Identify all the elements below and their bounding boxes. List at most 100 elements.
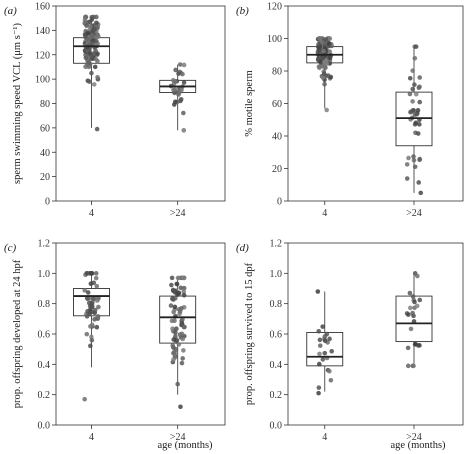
x-tick-label: 4 <box>89 208 94 219</box>
data-point <box>404 176 410 181</box>
data-point <box>324 107 329 113</box>
data-point <box>94 20 99 26</box>
data-point <box>315 289 321 294</box>
data-point <box>417 156 423 162</box>
x-tick-label: 4 <box>322 432 327 443</box>
data-point <box>316 361 322 367</box>
data-point <box>169 275 175 281</box>
panel-d: 0.0 0.2 0.4 0.6 0.8 1.0 1.2 4 >24 (d) prop. offspr… <box>236 239 464 443</box>
data-point <box>176 307 182 312</box>
data-point <box>84 314 90 319</box>
x-tick-label: >24 <box>406 208 422 219</box>
data-point <box>92 307 98 313</box>
data-point <box>407 290 413 296</box>
y-axis-label: sperm swimming speed VCL (μm s⁻¹) <box>12 22 23 184</box>
data-point <box>169 282 174 288</box>
data-point <box>410 294 416 299</box>
x-axis-label-left: age (months) <box>157 440 213 451</box>
data-point <box>173 347 179 352</box>
data-point <box>410 68 415 73</box>
data-point <box>320 56 325 61</box>
data-point <box>87 79 92 84</box>
data-point <box>82 396 87 402</box>
data-point <box>169 296 175 302</box>
data-point <box>181 80 187 85</box>
data-point <box>415 108 421 113</box>
data-point <box>316 390 321 396</box>
x-tick-label: >24 <box>170 432 186 443</box>
data-point <box>173 67 178 73</box>
data-point <box>178 275 184 281</box>
data-point <box>172 304 178 310</box>
y-tick-label: 160 <box>35 2 50 13</box>
data-point <box>180 356 185 361</box>
data-point <box>94 324 100 330</box>
y-tick-label: 0.4 <box>38 360 51 371</box>
data-point <box>414 303 420 309</box>
y-tick-label: 60 <box>272 99 282 110</box>
data-point <box>407 75 413 81</box>
data-point <box>93 56 99 62</box>
data-point <box>316 56 321 61</box>
data-point <box>416 180 422 185</box>
x-tick-label: >24 <box>406 432 422 443</box>
data-point <box>412 299 417 305</box>
data-point <box>325 73 331 78</box>
data-point <box>181 62 187 68</box>
data-point <box>410 310 415 316</box>
data-point <box>317 351 322 357</box>
plot-frame <box>287 5 464 202</box>
data-point <box>172 318 177 324</box>
data-point <box>320 75 326 80</box>
data-point <box>327 54 333 60</box>
y-tick-label: 0.8 <box>38 299 51 310</box>
data-point <box>407 91 413 97</box>
data-point <box>412 164 418 170</box>
data-point <box>95 314 100 319</box>
y-tick-label: 100 <box>35 75 50 86</box>
data-point <box>178 98 183 104</box>
data-point <box>413 91 419 97</box>
data-point <box>88 343 93 349</box>
data-point <box>89 70 94 76</box>
panel-letter: (b) <box>236 5 249 17</box>
y-axis-label: % motile sperm <box>244 70 255 137</box>
data-point <box>328 377 334 383</box>
x-tick-label: >24 <box>170 208 186 219</box>
y-tick-label: 140 <box>35 26 50 37</box>
data-point <box>417 75 423 80</box>
y-tick-label: 1.2 <box>270 239 283 250</box>
data-point <box>94 38 99 44</box>
data-point <box>316 385 322 390</box>
data-point <box>176 342 182 347</box>
data-point <box>413 44 419 49</box>
data-point <box>92 317 97 322</box>
data-point <box>89 17 95 22</box>
data-point <box>84 331 90 337</box>
data-point <box>88 54 94 59</box>
data-point <box>411 363 416 369</box>
plot-frame <box>287 242 464 426</box>
x-tick-label: 4 <box>322 208 327 219</box>
y-tick-label: 60 <box>40 123 50 134</box>
data-point <box>180 317 185 322</box>
data-point <box>179 331 185 337</box>
data-point <box>94 14 99 20</box>
plot-frame <box>55 242 226 426</box>
box-iqr <box>159 295 197 344</box>
y-tick-label: 0.6 <box>270 330 283 341</box>
data-point <box>327 368 332 374</box>
data-point <box>412 55 418 61</box>
data-point <box>415 273 420 279</box>
panel-letter: (c) <box>4 242 17 254</box>
data-point <box>85 309 90 314</box>
data-point <box>181 289 187 295</box>
data-point <box>96 304 101 310</box>
data-point <box>317 64 323 69</box>
panel-c: 0.0 0.2 0.4 0.6 0.8 1.0 1.2 4 >24 (c) prop. offspr… <box>4 239 226 443</box>
data-point <box>92 27 97 32</box>
data-point <box>174 326 179 331</box>
data-point <box>85 290 91 295</box>
box-iqr <box>306 332 344 367</box>
data-point <box>86 19 91 25</box>
